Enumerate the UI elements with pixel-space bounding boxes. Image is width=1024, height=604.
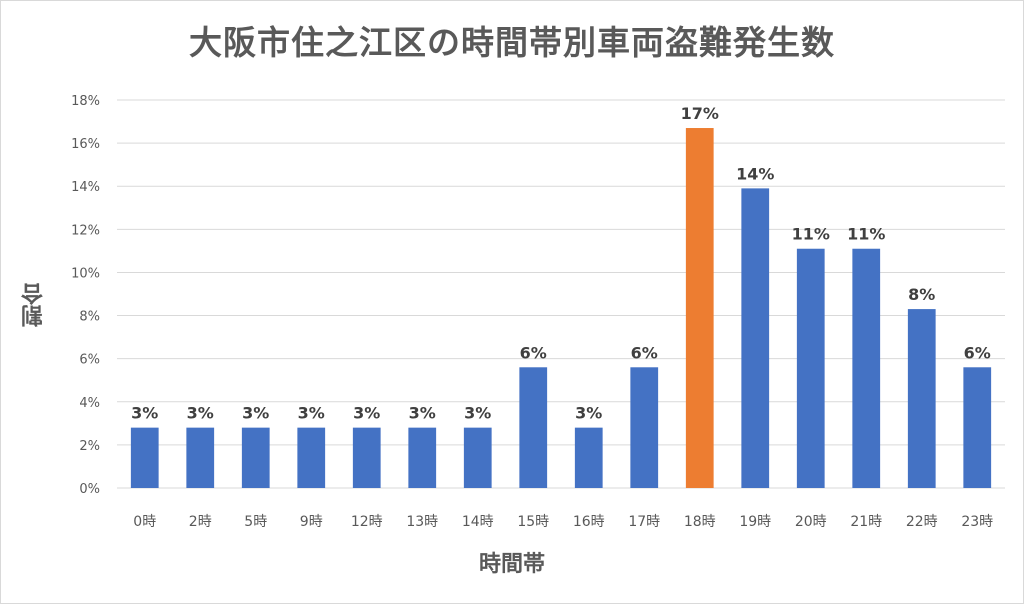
data-label: 11% (792, 225, 830, 244)
bar (630, 367, 659, 488)
bar (519, 367, 548, 488)
data-label: 3% (464, 404, 491, 423)
x-tick-label: 18時 (684, 514, 716, 530)
chart-title: 大阪市住之江区の時間帯別車両盗難発生数 (189, 23, 835, 62)
bar (574, 427, 603, 488)
data-label: 3% (187, 404, 214, 423)
data-label: 3% (298, 404, 325, 423)
x-tick-label: 15時 (517, 514, 549, 530)
bar (463, 427, 492, 488)
bar (852, 248, 881, 488)
bar (963, 367, 992, 488)
data-label: 6% (964, 343, 991, 362)
x-tick-label: 9時 (300, 514, 323, 530)
data-label: 3% (353, 404, 380, 423)
data-label: 3% (409, 404, 436, 423)
data-label: 3% (131, 404, 158, 423)
bar (685, 128, 714, 488)
x-axis-label: 時間帯 (478, 552, 545, 577)
y-tick-label: 8% (79, 310, 100, 325)
x-tick-label: 23時 (961, 514, 993, 530)
data-label: 3% (575, 404, 602, 423)
data-label: 3% (242, 404, 269, 423)
data-label: 11% (847, 225, 885, 244)
y-tick-label: 6% (79, 353, 100, 368)
bar (130, 427, 159, 488)
bar (297, 427, 326, 488)
y-tick-label: 12% (71, 223, 100, 238)
data-label: 8% (908, 285, 935, 304)
x-tick-label: 17時 (628, 514, 660, 530)
bar (352, 427, 381, 488)
x-tick-label: 21時 (850, 514, 882, 530)
bar (408, 427, 437, 488)
y-tick-label: 16% (71, 137, 100, 152)
y-tick-label: 4% (79, 396, 100, 411)
data-label: 6% (520, 343, 547, 362)
x-tick-label: 16時 (573, 514, 605, 530)
bar (741, 188, 770, 488)
x-tick-label: 22時 (906, 514, 938, 530)
bar (907, 309, 936, 488)
x-tick-label: 2時 (189, 514, 212, 530)
x-tick-label: 5時 (244, 514, 267, 530)
bar (186, 427, 215, 488)
bar (241, 427, 270, 488)
x-tick-label: 12時 (351, 514, 383, 530)
y-tick-label: 2% (79, 439, 100, 454)
x-tick-label: 13時 (406, 514, 438, 530)
bar (796, 248, 825, 488)
x-tick-label: 14時 (462, 514, 494, 530)
x-tick-label: 0時 (133, 514, 156, 530)
y-tick-label: 0% (79, 482, 100, 497)
data-label: 14% (736, 164, 774, 183)
y-tick-label: 18% (71, 94, 100, 109)
y-tick-label: 10% (71, 266, 100, 281)
y-tick-label: 14% (71, 180, 100, 195)
x-tick-label: 19時 (739, 514, 771, 530)
x-tick-label: 20時 (795, 514, 827, 530)
data-label: 6% (631, 343, 658, 362)
data-label: 17% (681, 104, 719, 123)
